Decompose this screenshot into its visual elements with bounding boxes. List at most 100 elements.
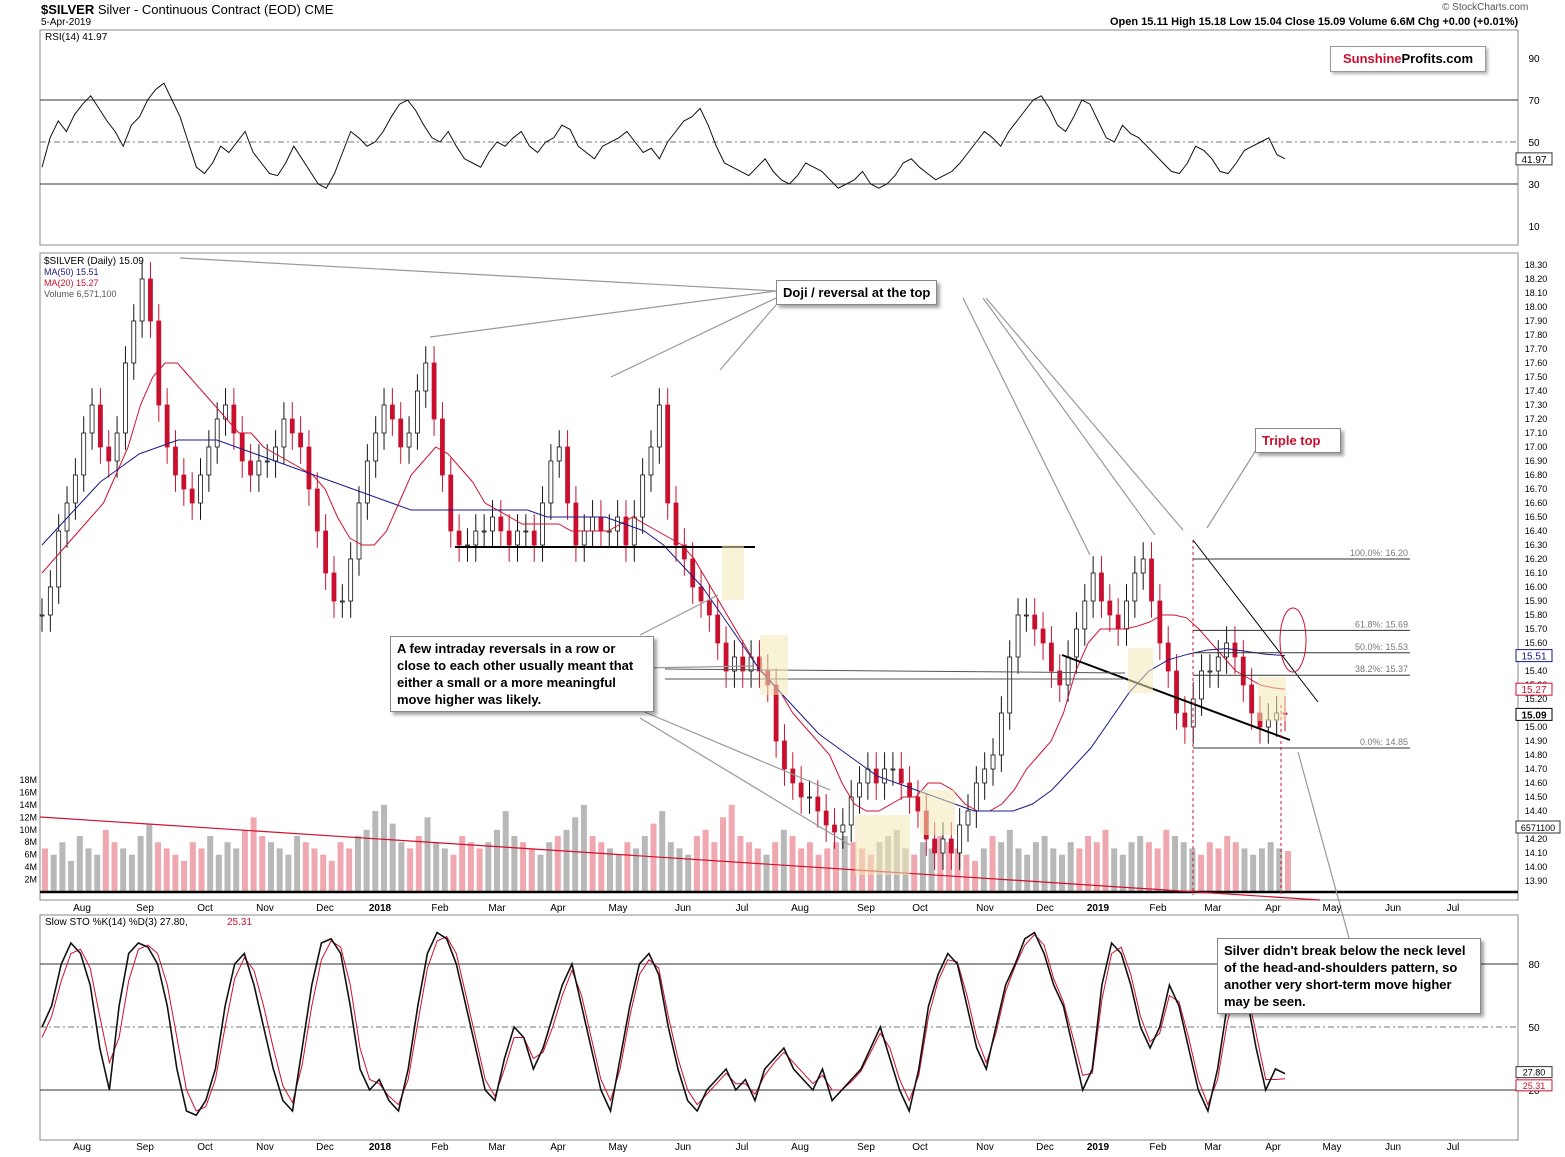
- x-axis-label-top: Aug: [791, 903, 809, 914]
- price-bar-body: [1015, 614, 1021, 658]
- price-bar-body: [798, 782, 804, 798]
- volume-bar: [485, 842, 492, 892]
- volume-bar: [1241, 848, 1248, 892]
- price-bar-body: [857, 782, 862, 798]
- panel-frame-2: [39, 252, 1519, 901]
- volume-bar: [1206, 842, 1213, 892]
- volume-bar: [615, 854, 622, 892]
- callout-pointer-0: [179, 257, 777, 292]
- price-bar-body: [1032, 614, 1038, 630]
- price-bar-body: [456, 530, 462, 546]
- price-bar-body: [965, 810, 971, 826]
- x-axis-label-top: Mar: [488, 903, 506, 914]
- price-bar-body: [239, 432, 245, 462]
- callout-doji: Doji / reversal at the top: [776, 280, 938, 305]
- x-axis-label-top: Nov: [256, 903, 274, 914]
- price-bar-body: [615, 516, 621, 532]
- price-tick-label: 14.90: [1525, 736, 1548, 746]
- price-bar-body: [1224, 642, 1230, 658]
- rsi-tick-label: 90: [1528, 54, 1540, 65]
- volume-bar: [554, 836, 561, 892]
- x-axis-label-bottom: Jul: [736, 1142, 749, 1153]
- volume-bar: [85, 848, 92, 892]
- price-bar-body: [581, 530, 587, 546]
- volume-bar: [1224, 836, 1231, 892]
- price-bar-body: [106, 446, 112, 462]
- volume-bar: [693, 836, 700, 892]
- volume-bar: [563, 829, 570, 892]
- x-axis-label-top: Jun: [1385, 903, 1401, 914]
- x-axis-label-top: Jun: [675, 903, 691, 914]
- x-axis-label-bottom: Jul: [1447, 1142, 1460, 1153]
- price-bar-body: [206, 446, 212, 476]
- volume-bar: [824, 848, 831, 892]
- price-bar-body: [940, 838, 946, 854]
- price-bar-body: [1157, 600, 1163, 644]
- price-tick-label: 18.10: [1525, 288, 1548, 298]
- price-tick-label: 17.50: [1525, 372, 1548, 382]
- price-bar-body: [1090, 572, 1096, 602]
- volume-bar: [407, 848, 414, 892]
- price-tick-label: 16.70: [1525, 484, 1548, 494]
- price-bar-body: [523, 530, 529, 533]
- volume-bar: [998, 842, 1005, 892]
- callout-pointer-6: [985, 297, 1184, 531]
- price-bar-body: [848, 796, 854, 826]
- highlight-box-3: [1258, 677, 1286, 721]
- symbol: $SILVER: [41, 2, 95, 17]
- callout-pointer-10: [639, 709, 831, 791]
- sto-d-box: [1515, 1079, 1553, 1092]
- x-axis-label-bottom: May: [609, 1142, 628, 1153]
- price-bar-body: [256, 460, 262, 476]
- highlight-box-4: [855, 815, 910, 875]
- price-bar-body: [156, 320, 162, 406]
- price-tick-label: 16.50: [1525, 512, 1548, 522]
- volume-bar: [320, 854, 327, 892]
- rsi-tick-label: 30: [1528, 180, 1540, 191]
- price-bar-body: [882, 768, 887, 784]
- price-last-box-2: [1515, 707, 1553, 721]
- fib-label: 38.2%: 15.37: [1355, 664, 1408, 674]
- price-tick-label: 16.40: [1525, 526, 1548, 536]
- price-last-value: 15.09: [1521, 710, 1546, 721]
- x-axis-label-top: Feb: [1149, 903, 1167, 914]
- volume-bar: [702, 829, 709, 892]
- price-bar-body: [198, 474, 203, 504]
- price-bar-body: [231, 404, 237, 434]
- price-bar-body: [957, 824, 963, 854]
- price-bar-body: [97, 404, 103, 448]
- price-bar-body: [373, 432, 379, 462]
- x-axis-label-bottom: Mar: [488, 1142, 506, 1153]
- volume-bar: [1145, 842, 1152, 892]
- highlight-box-1: [760, 635, 788, 695]
- price-bar-body: [148, 278, 153, 322]
- price-bar-body: [298, 432, 304, 448]
- volume-bar: [720, 817, 726, 892]
- price-bar-body: [948, 838, 954, 854]
- price-bar-body: [1182, 712, 1188, 728]
- price-bar-body: [631, 516, 637, 546]
- x-axis-label-top: Feb: [431, 903, 449, 914]
- x-axis-label-top: Sep: [857, 903, 875, 914]
- price-bar-body: [890, 768, 896, 771]
- x-axis-label-bottom: Feb: [1149, 1142, 1167, 1153]
- x-axis-label-bottom: Dec: [1036, 1142, 1054, 1153]
- price-last-box-0: [1515, 649, 1553, 663]
- highlight-ellipse: [1279, 607, 1307, 673]
- volume-bar: [780, 829, 787, 892]
- volume-bar: [580, 804, 587, 892]
- price-bar-body: [590, 516, 595, 532]
- x-axis-label-top: Dec: [316, 903, 334, 914]
- price-bar-body: [1215, 656, 1221, 672]
- price-bar-body: [398, 418, 404, 448]
- x-axis-label-top: Apr: [1265, 903, 1281, 914]
- callout-pointer-8: [639, 594, 719, 636]
- callout-pointer-7: [1206, 446, 1259, 529]
- price-bar-body: [481, 530, 487, 533]
- volume-bar: [311, 848, 318, 892]
- price-bar-body: [289, 418, 295, 434]
- volume-bar: [215, 854, 222, 892]
- volume-last-value: 6571100: [1521, 823, 1555, 833]
- volume-bar: [1215, 848, 1222, 892]
- price-bar-body: [348, 558, 354, 602]
